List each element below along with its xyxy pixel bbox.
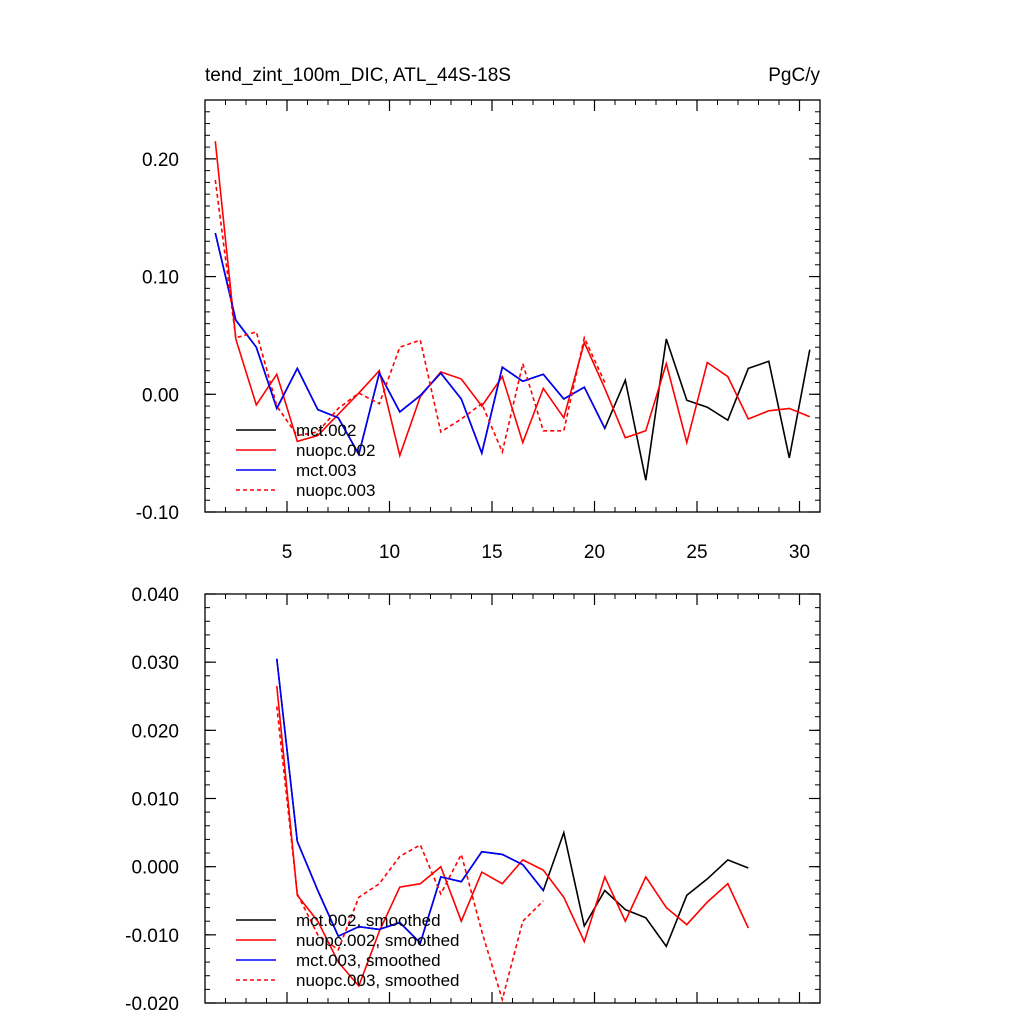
y-tick-label: 0.00 [142, 385, 179, 406]
x-tick-label: 10 [379, 542, 400, 563]
legend-label: mct.003, smoothed [296, 951, 441, 970]
y-tick-label: 0.000 [131, 858, 179, 879]
x-tick-label: 5 [282, 542, 293, 563]
chart-units: PgC/y [768, 65, 820, 86]
x-tick-label: 20 [584, 542, 605, 563]
series-line-nuopc-002-smoothed [276, 685, 750, 988]
bottom-panel: -0.020 -0.010 0.000 0.010 0.020 0.030 0.040 mct… [125, 585, 821, 1015]
series-line-mct-003 [214, 232, 606, 457]
top-panel: -0.100.000.100.205 10 15 20 25 30mct.002nuopc… [136, 99, 821, 563]
legend-label: mct.002 [296, 421, 356, 440]
legend-label: mct.003 [296, 461, 356, 480]
y-tick-label: -0.10 [136, 503, 179, 524]
legend-label: nuopc.003 [296, 481, 375, 500]
series-line-nuopc-003 [214, 179, 606, 455]
x-tick-label: 30 [789, 542, 810, 563]
y-tick-label: 0.030 [131, 653, 179, 674]
series-line-mct-002-smoothed [276, 658, 749, 949]
series-line-nuopc-003-smoothed [276, 706, 544, 1003]
x-tick-label: 15 [481, 542, 502, 563]
y-tick-label: -0.020 [125, 994, 179, 1015]
y-tick-label: 0.10 [142, 268, 179, 289]
legend-label: nuopc.002 [296, 441, 375, 460]
y-tick-label: 0.010 [131, 790, 179, 811]
y-tick-label: 0.040 [131, 585, 179, 606]
y-tick-label: -0.010 [125, 926, 179, 947]
y-tick-label: 0.020 [131, 721, 179, 742]
chart-title: tend_zint_100m_DIC, ATL_44S-18S [205, 65, 511, 86]
y-tick-label: 0.20 [142, 150, 179, 171]
legend-label: nuopc.003, smoothed [296, 971, 460, 990]
legend-label: nuopc.002, smoothed [296, 931, 460, 950]
x-tick-label: 25 [686, 542, 707, 563]
legend-label: mct.002, smoothed [296, 911, 441, 930]
series-line-mct-003-smoothed [276, 658, 544, 945]
